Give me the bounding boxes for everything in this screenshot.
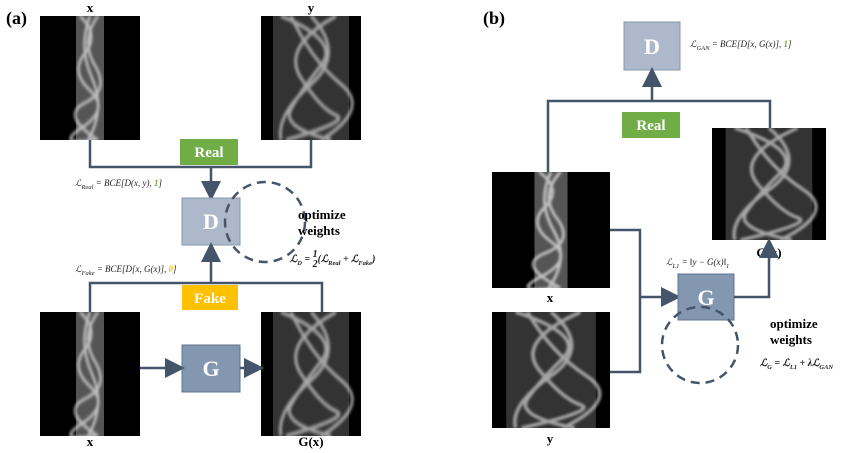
formula-part: = (302, 254, 313, 265)
formula-part: Fake (80, 270, 94, 277)
panel-label: (a) (6, 8, 27, 29)
formula-part: 1 (726, 263, 729, 270)
image-label: y (547, 431, 554, 446)
formula-part: ] (172, 264, 177, 274)
formula-part: ) (371, 254, 375, 265)
box-label: Real (636, 118, 665, 134)
sinogram-image (712, 128, 826, 240)
formula-part: = BCE[D(x, y), (93, 178, 154, 188)
box-label: Fake (194, 291, 226, 307)
formula-part: Fake (358, 260, 372, 267)
diagram: (a) x y Real D optimize weights ℒReal = … (0, 0, 846, 453)
annotation: optimize (770, 316, 818, 331)
box-label: Real (194, 145, 223, 161)
image-label: G(x) (298, 434, 323, 449)
formula: ℒL1 = ‖y − G(x)‖1 (666, 257, 729, 270)
image-label: x (87, 0, 94, 15)
formula-part: ] (157, 178, 162, 188)
formula-part: ] (787, 39, 792, 49)
annotation: weights (770, 332, 812, 347)
image-label: x (87, 434, 94, 449)
formula-part: + ℒ (340, 254, 359, 265)
formula-part: Real (327, 260, 340, 267)
formula-part: GAN (819, 364, 833, 371)
formula: ℒReal = BCE[D(x, y), 1] (75, 178, 162, 191)
formula-part: = BCE[D[x, G(x)], (709, 39, 783, 49)
box-label: D (203, 209, 219, 234)
formula-part: GAN (696, 45, 710, 52)
sinogram-image (261, 16, 361, 140)
sinogram-image (492, 312, 610, 428)
box-label: G (202, 356, 219, 381)
image-label: y (308, 0, 315, 15)
formula-part: + λℒ (797, 358, 820, 369)
sinogram-image (40, 16, 140, 142)
sinogram-image (261, 312, 361, 436)
formula: ℒGAN = BCE[D[x, G(x)], 1] (690, 39, 792, 52)
connector (610, 230, 640, 372)
image-label: x (547, 290, 554, 305)
box-label: D (644, 34, 660, 59)
formula-part: Real (80, 184, 93, 191)
formula-part: L1 (671, 263, 679, 270)
formula: ℒG = ℒL1 + λℒGAN (760, 358, 833, 371)
panel-label: (b) (483, 8, 505, 29)
sinogram-image (492, 172, 610, 289)
formula: ℒFake = BCE[D[x, G(x)], 0] (75, 264, 177, 277)
annotation: weights (298, 223, 340, 238)
formula-part: = ‖y − G(x)‖ (679, 257, 726, 267)
formula-part: = BCE[D[x, G(x)], (94, 264, 168, 274)
sinogram-image (40, 312, 140, 438)
formula-part: L1 (789, 364, 797, 371)
formula-part: = ℒ (772, 358, 791, 369)
annotation: optimize (298, 207, 346, 222)
